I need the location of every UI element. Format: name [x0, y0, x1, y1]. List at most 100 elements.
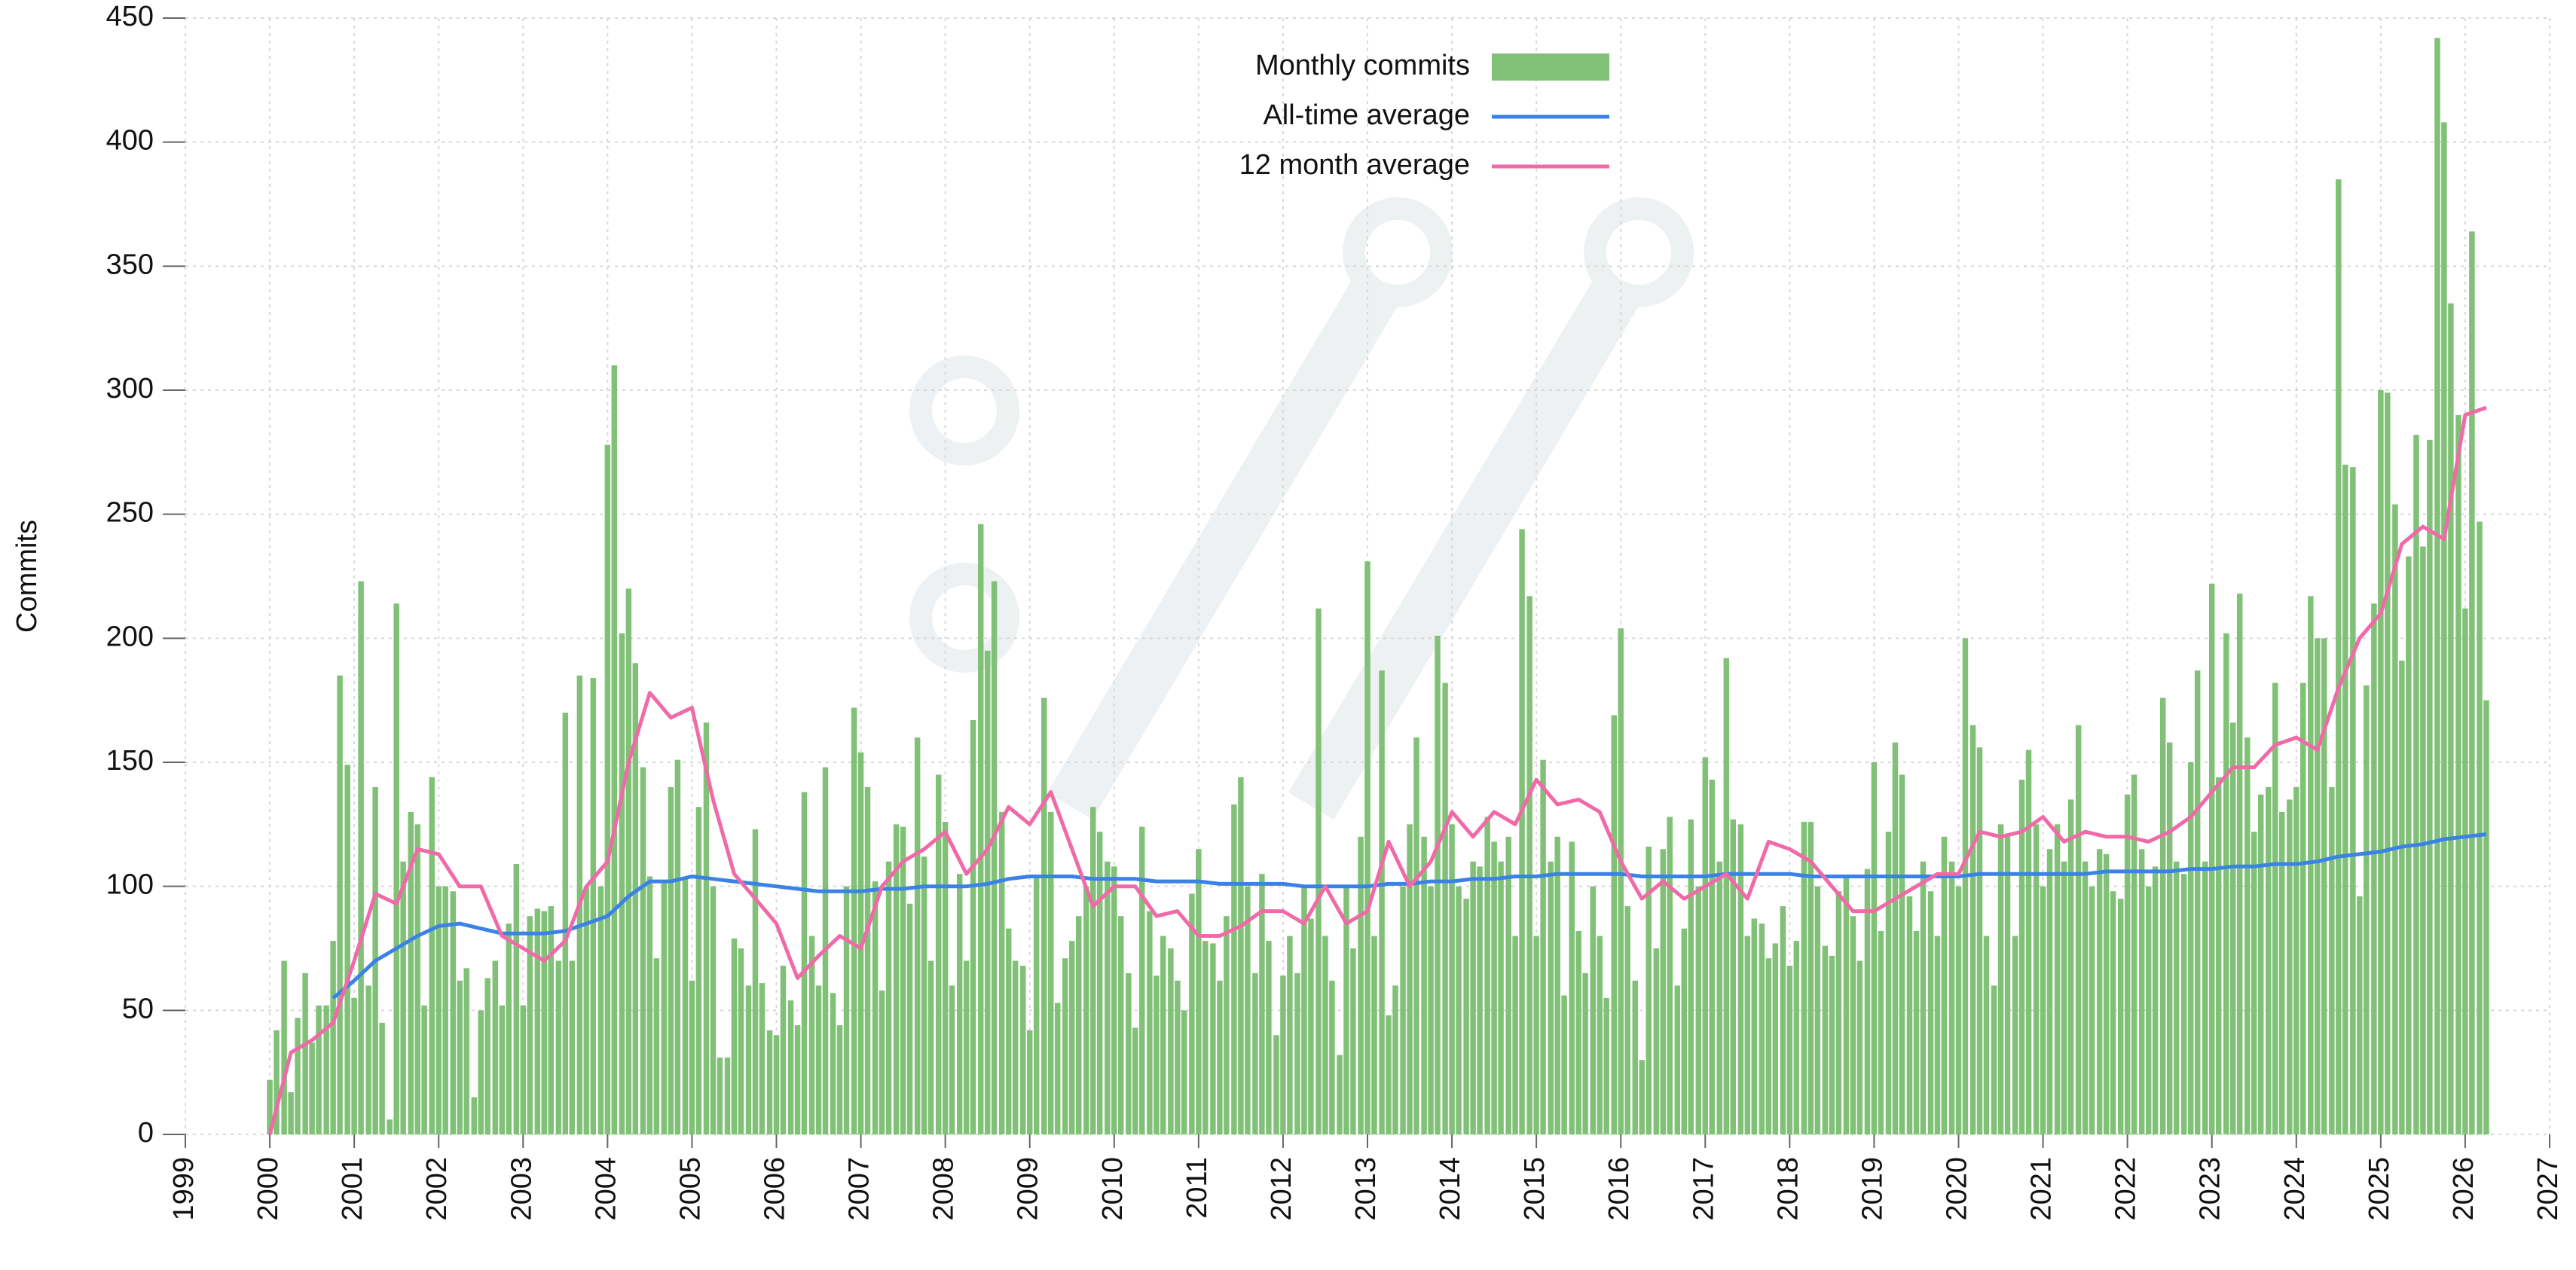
- bar: [1160, 936, 1166, 1134]
- bar: [1717, 862, 1722, 1134]
- bar: [662, 881, 667, 1134]
- bar: [1505, 837, 1511, 1134]
- bar: [1682, 929, 1687, 1134]
- bar: [2350, 467, 2355, 1134]
- y-tick-label: 450: [106, 1, 154, 32]
- bar: [1590, 887, 1595, 1134]
- x-tick-label: 2020: [1942, 1157, 1973, 1221]
- bar: [1603, 998, 1609, 1134]
- bar: [358, 582, 363, 1134]
- bar: [1654, 948, 1659, 1134]
- bar: [1808, 822, 1814, 1134]
- bar: [1168, 948, 1173, 1134]
- x-tick-label: 2008: [928, 1157, 960, 1221]
- bar: [1294, 973, 1300, 1134]
- bar: [1055, 1003, 1060, 1134]
- bar: [879, 991, 885, 1134]
- bar: [1844, 876, 1849, 1134]
- bar: [872, 881, 878, 1134]
- bar: [2125, 795, 2130, 1134]
- bar: [844, 887, 849, 1134]
- bar: [1329, 981, 1334, 1134]
- bar: [1533, 936, 1539, 1134]
- bar: [1667, 817, 1672, 1134]
- bar: [1034, 876, 1039, 1134]
- x-tick-label: 2013: [1350, 1157, 1382, 1221]
- bar: [1984, 936, 1989, 1134]
- bar: [1477, 866, 1482, 1134]
- bar: [379, 1023, 384, 1134]
- bar: [2251, 832, 2257, 1134]
- bar: [2287, 799, 2292, 1134]
- bar: [2174, 862, 2179, 1134]
- bar: [2266, 787, 2271, 1134]
- bar: [746, 985, 751, 1134]
- bar: [1105, 862, 1110, 1134]
- legend-label: All-time average: [1263, 99, 1470, 131]
- legend-swatch: [1492, 53, 1609, 81]
- bar: [1724, 658, 1729, 1134]
- bar: [1921, 862, 1926, 1134]
- bar: [1618, 628, 1623, 1134]
- bar: [2385, 392, 2390, 1134]
- bar: [759, 983, 765, 1134]
- bar: [2223, 633, 2229, 1134]
- bar: [1371, 936, 1377, 1134]
- bar: [1238, 777, 1243, 1134]
- bar: [921, 856, 927, 1134]
- bar: [1850, 916, 1856, 1134]
- bar: [2308, 596, 2313, 1134]
- bar: [1963, 638, 1968, 1134]
- bar: [936, 774, 941, 1134]
- bar: [1400, 887, 1405, 1134]
- bar: [1350, 948, 1355, 1134]
- bar: [1688, 820, 1693, 1134]
- bar: [654, 958, 659, 1134]
- bar: [2195, 670, 2200, 1134]
- bar: [1456, 887, 1461, 1134]
- bar: [351, 998, 356, 1134]
- bar: [549, 906, 554, 1134]
- bar: [1322, 936, 1328, 1134]
- bar: [2131, 774, 2137, 1134]
- bar: [1442, 683, 1447, 1134]
- bar: [330, 941, 335, 1134]
- bar: [1540, 760, 1545, 1134]
- bar: [1266, 941, 1271, 1134]
- bar: [1942, 837, 1947, 1134]
- x-tick-label: 2021: [2026, 1157, 2058, 1221]
- bar: [1069, 941, 1074, 1134]
- bar: [2420, 546, 2425, 1134]
- bar: [1013, 960, 1018, 1134]
- bar: [414, 824, 420, 1134]
- bar: [2047, 849, 2052, 1134]
- bar: [1561, 996, 1566, 1134]
- bar: [2434, 38, 2440, 1134]
- x-tick-label: 2002: [421, 1157, 453, 1221]
- bar: [999, 812, 1004, 1134]
- x-tick-label: 2004: [590, 1157, 622, 1221]
- bar: [915, 737, 920, 1134]
- bar: [949, 985, 955, 1134]
- bar: [1181, 1010, 1187, 1134]
- bar: [1823, 946, 1828, 1134]
- x-tick-label: 2027: [2532, 1157, 2564, 1221]
- bar: [1048, 812, 1053, 1134]
- bar: [1202, 941, 1208, 1134]
- bar: [1118, 916, 1123, 1134]
- bar: [521, 1006, 526, 1134]
- x-tick-label: 2022: [2110, 1157, 2142, 1221]
- bar: [1526, 596, 1532, 1134]
- bar: [1308, 918, 1313, 1134]
- y-axis-label: Commits: [11, 520, 43, 633]
- bar: [1413, 737, 1419, 1134]
- bar: [542, 911, 547, 1134]
- bar: [1829, 956, 1835, 1134]
- bar: [484, 978, 490, 1134]
- bar: [781, 966, 786, 1134]
- bar: [2441, 122, 2446, 1134]
- bar: [725, 1058, 730, 1134]
- bar: [2097, 849, 2102, 1134]
- bar: [689, 981, 695, 1134]
- bar: [970, 720, 976, 1134]
